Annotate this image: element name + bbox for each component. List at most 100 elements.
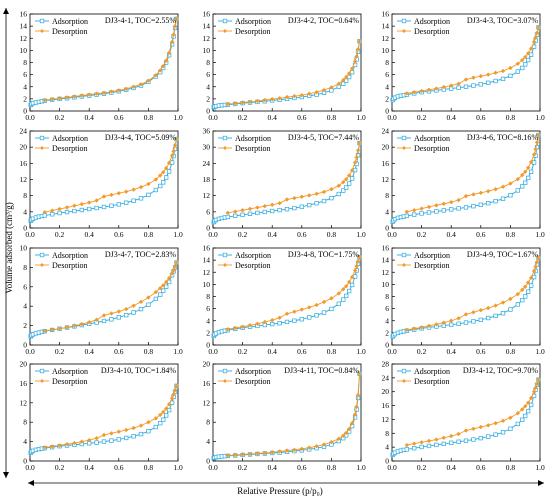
adsorption-point [463,438,469,443]
adsorption-point [284,206,290,212]
adsorption-point [50,212,55,217]
desorption-point [336,81,342,87]
y-tick-label: 12 [20,175,28,184]
y-tick-label: 12 [203,268,211,277]
legend-adsorption-label: Adsorption [52,134,88,143]
adsorption-point [404,213,409,219]
desorption-point [131,187,136,192]
x-tick-label: 0.2 [55,463,65,472]
legend-adsorption-marker [222,252,228,258]
x-tick-label: 0.8 [327,463,337,472]
desorption-point [131,425,136,431]
legend-adsorption-marker [222,18,228,24]
desorption-point [123,427,129,433]
adsorption-point [153,296,158,302]
y-tick-label: 16 [382,159,390,168]
x-tick-label: 0.0 [387,113,397,122]
desorption-point [528,159,534,165]
desorption-point [463,428,469,433]
desorption-point [160,169,166,175]
desorption-point [426,204,432,210]
adsorption-point [456,439,461,444]
desorption-point [269,96,275,102]
desorption-point [525,400,531,406]
legend-adsorption-label: Adsorption [52,251,88,260]
y-tick-label: 12 [20,34,28,43]
desorption-point [57,326,62,331]
adsorption-point [138,196,144,201]
desorption-point [57,206,62,212]
desorption-point [411,207,417,213]
desorption-point [269,202,275,208]
adsorption-point [299,317,304,322]
desorption-point [329,85,334,90]
y-tick-label: 4 [385,316,389,325]
y-tick-label: 2 [206,94,210,103]
desorption-point [493,303,498,308]
desorption-line [44,385,177,448]
desorption-point [441,84,447,90]
adsorption-point [270,321,275,327]
adsorption-point [426,443,432,449]
isotherm-panel: 0 4 8 12 16 20 0.0 0.2 0.4 0.6 0.8 1.0 AdsorptionDes… [20,360,183,473]
panel-title: DJ3-4-1, TOC=2.55% [105,16,176,25]
desorption-point [485,423,491,428]
adsorption-point [109,317,114,322]
desorption-point [485,188,491,194]
desorption-point [79,321,85,327]
desorption-point [72,203,77,209]
adsorption-point [463,205,469,210]
desorption-point [299,92,305,98]
desorption-point [525,51,531,56]
adsorption-point [441,441,446,447]
y-tick-label: 8 [23,191,27,200]
panel-title: DJ3-4-10, TOC=1.84% [101,366,176,375]
desorption-point [255,98,260,104]
y-tick-label: 4 [206,316,210,325]
desorption-point [349,274,355,280]
desorption-point [232,101,238,106]
x-tick-label: 0.6 [114,347,124,356]
desorption-point [314,89,319,95]
y-tick-label: 12 [382,175,390,184]
desorption-point [247,99,253,105]
adsorption-point [307,202,312,208]
adsorption-point [153,187,158,193]
desorption-point [247,323,253,328]
y-tick-label: 6 [385,70,389,79]
y-tick-label: 12 [382,34,390,43]
x-tick-label: 0.8 [144,463,154,472]
desorption-point [536,255,541,260]
adsorption-point [131,198,136,203]
adsorption-point [526,289,531,294]
adsorption-point [146,302,151,307]
adsorption-point [347,288,352,294]
legend-adsorption-marker [39,252,45,258]
desorption-point [531,39,537,45]
desorption-point [352,268,358,273]
adsorption-point [57,210,62,216]
adsorption-point [341,297,346,302]
desorption-point [485,72,491,77]
desorption-point [519,407,525,412]
adsorption-point [124,435,129,441]
isotherm-panel: 0 2 4 6 8 10 12 14 16 0.0 0.2 0.4 0.6 0.8 1.0 Adsorptio… [203,10,366,123]
desorption-point [174,136,179,142]
desorption-point [340,179,346,185]
desorption-point [349,168,355,173]
y-tick-label: 14 [382,22,390,31]
desorption-point [123,306,129,312]
isotherm-panel: 0 2 4 6 8 10 12 14 16 0.0 0.2 0.4 0.6 0.8 1.0 Adsorptio… [382,10,545,123]
x-tick-label: 0.4 [85,347,95,356]
desorption-point [94,317,99,323]
adsorption-point [79,207,84,213]
x-tick-label: 0.4 [85,113,95,122]
x-tick-label: 0.4 [268,463,278,472]
x-tick-label: 0.0 [208,463,218,472]
legend-desorption-marker [40,263,44,267]
desorption-point [160,409,166,415]
adsorption-point [515,188,520,193]
legend-desorption-marker [40,146,44,150]
y-tick-label: 0 [23,224,27,233]
